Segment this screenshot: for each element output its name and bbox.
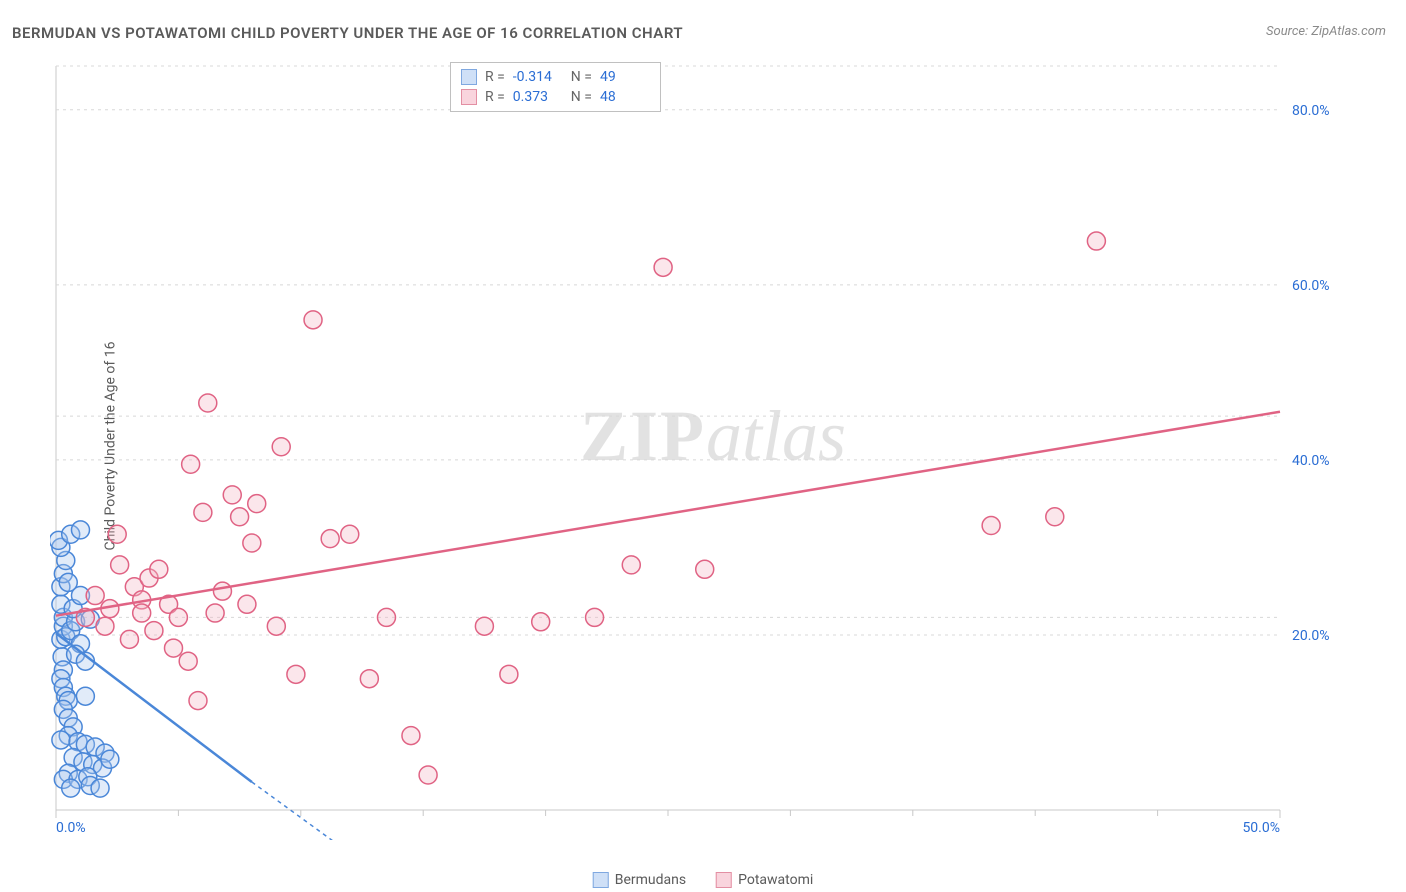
data-point (223, 486, 241, 504)
stats-row: R = -0.314 N = 49 (461, 67, 650, 87)
data-point (133, 604, 151, 622)
data-point (182, 455, 200, 473)
series-swatch-icon (461, 89, 477, 105)
data-point (52, 731, 70, 749)
data-point (1046, 508, 1064, 526)
data-point (304, 311, 322, 329)
y-tick-label: 20.0% (1292, 628, 1330, 644)
data-point (243, 534, 261, 552)
n-label: N = (571, 69, 592, 85)
data-point (111, 556, 129, 574)
data-point (62, 779, 80, 797)
data-point (287, 665, 305, 683)
r-value: 0.373 (513, 89, 563, 105)
data-point (532, 613, 550, 631)
data-point (179, 652, 197, 670)
data-point (165, 639, 183, 657)
data-point (91, 779, 109, 797)
chart-area: 20.0% 40.0% 60.0% 80.0% 0.0% 50.0% (50, 60, 1350, 840)
legend-item: Bermudans (593, 872, 686, 888)
data-point (189, 692, 207, 710)
data-point (86, 587, 104, 605)
data-point (120, 630, 138, 648)
data-point (321, 530, 339, 548)
data-point (402, 727, 420, 745)
data-point (586, 608, 604, 626)
x-tick-label: 50.0% (1242, 820, 1280, 836)
data-point (377, 608, 395, 626)
data-point (169, 608, 187, 626)
n-label: N = (571, 89, 592, 105)
source-attribution: Source: ZipAtlas.com (1266, 24, 1386, 39)
data-point (982, 517, 1000, 535)
data-point (654, 258, 672, 276)
legend-item: Potawatomi (716, 872, 813, 888)
stats-row: R = 0.373 N = 48 (461, 87, 650, 107)
series-legend: Bermudans Potawatomi (593, 872, 814, 888)
n-value: 49 (600, 69, 650, 85)
data-point (206, 604, 224, 622)
data-point (108, 525, 126, 543)
data-point (213, 582, 231, 600)
data-point (101, 750, 119, 768)
x-tick-label: 0.0% (56, 820, 86, 836)
legend-label: Bermudans (615, 872, 686, 888)
data-point (272, 438, 290, 456)
r-label: R = (485, 89, 505, 105)
data-point (622, 556, 640, 574)
scatter-chart-svg: 20.0% 40.0% 60.0% 80.0% 0.0% 50.0% (50, 60, 1350, 840)
data-point (71, 521, 89, 539)
legend-label: Potawatomi (738, 872, 813, 888)
n-value: 48 (600, 89, 650, 105)
data-point (341, 525, 359, 543)
data-point (199, 394, 217, 412)
data-point (500, 665, 518, 683)
data-point (96, 617, 114, 635)
data-point (59, 573, 77, 591)
data-point (76, 687, 94, 705)
data-point (238, 595, 256, 613)
data-point (696, 560, 714, 578)
y-tick-label: 80.0% (1292, 103, 1330, 119)
legend-swatch-icon (593, 872, 609, 888)
data-point (360, 670, 378, 688)
data-point (419, 766, 437, 784)
data-point (194, 503, 212, 521)
chart-title: BERMUDAN VS POTAWATOMI CHILD POVERTY UND… (12, 24, 683, 42)
legend-swatch-icon (716, 872, 732, 888)
y-tick-label: 60.0% (1292, 278, 1330, 294)
data-point (231, 508, 249, 526)
data-point (248, 495, 266, 513)
r-value: -0.314 (513, 69, 563, 85)
trend-line-ext (252, 782, 399, 840)
data-point (475, 617, 493, 635)
series-swatch-icon (461, 69, 477, 85)
stats-legend-box: R = -0.314 N = 49 R = 0.373 N = 48 (450, 62, 661, 112)
data-point (267, 617, 285, 635)
data-point (1087, 232, 1105, 250)
r-label: R = (485, 69, 505, 85)
data-point (150, 560, 168, 578)
data-point (145, 622, 163, 640)
y-tick-label: 40.0% (1292, 453, 1330, 469)
